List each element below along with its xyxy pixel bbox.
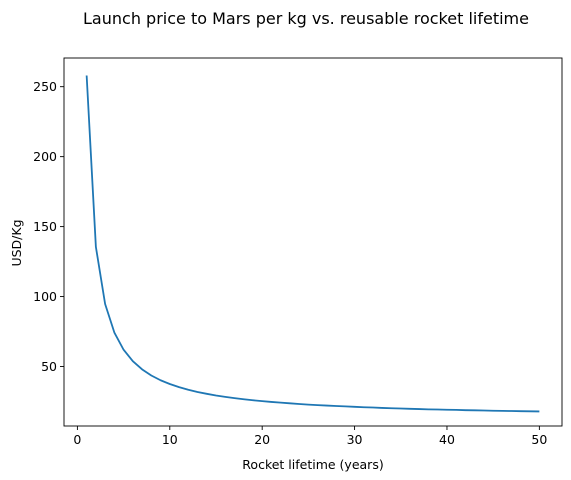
x-tick-label: 10 xyxy=(162,432,178,447)
x-tick-label: 40 xyxy=(439,432,455,447)
y-tick-label: 100 xyxy=(33,289,57,304)
x-axis-label: Rocket lifetime (years) xyxy=(242,457,383,472)
y-tick-label: 250 xyxy=(33,79,57,94)
x-tick-label: 50 xyxy=(531,432,547,447)
y-tick-label: 50 xyxy=(41,359,57,374)
x-tick-label: 30 xyxy=(347,432,363,447)
y-axis-label: USD/Kg xyxy=(9,219,24,266)
series-line-0 xyxy=(85,75,540,413)
plot-area: 0 10 20 30 40 50 50 100 150 200 250 xyxy=(33,57,563,447)
axes-frame xyxy=(63,57,563,427)
x-tick-label: 20 xyxy=(254,432,270,447)
y-tick-label: 150 xyxy=(33,219,57,234)
x-tick-label: 0 xyxy=(73,432,81,447)
y-tick-label: 200 xyxy=(33,149,57,164)
chart-title: Launch price to Mars per kg vs. reusable… xyxy=(83,9,529,28)
